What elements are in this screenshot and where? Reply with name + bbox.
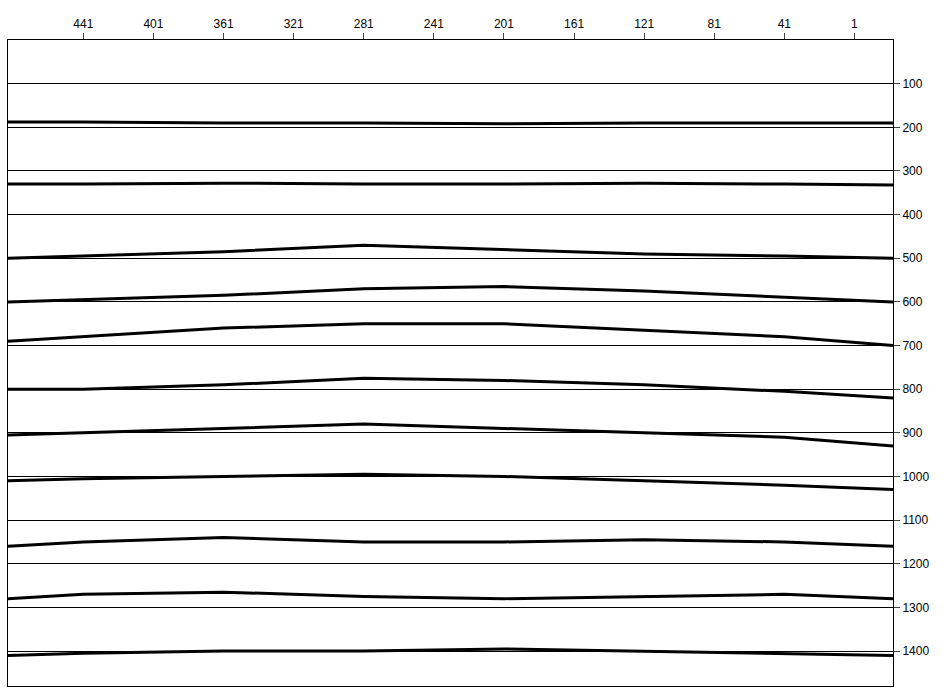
svg-text:1400: 1400 — [902, 644, 929, 658]
svg-text:361: 361 — [214, 17, 234, 31]
svg-text:1200: 1200 — [902, 557, 929, 571]
svg-text:441: 441 — [73, 17, 93, 31]
svg-text:281: 281 — [354, 17, 374, 31]
svg-text:401: 401 — [143, 17, 163, 31]
svg-text:400: 400 — [902, 208, 922, 222]
svg-text:1000: 1000 — [902, 470, 929, 484]
svg-text:200: 200 — [902, 121, 922, 135]
svg-text:161: 161 — [564, 17, 584, 31]
svg-text:500: 500 — [902, 251, 922, 265]
svg-text:700: 700 — [902, 339, 922, 353]
svg-text:300: 300 — [902, 164, 922, 178]
svg-text:81: 81 — [708, 17, 722, 31]
svg-text:1: 1 — [851, 17, 858, 31]
svg-text:1100: 1100 — [902, 513, 928, 527]
svg-text:800: 800 — [902, 382, 922, 396]
svg-text:100: 100 — [902, 77, 922, 91]
svg-text:321: 321 — [284, 17, 304, 31]
svg-text:121: 121 — [634, 17, 654, 31]
svg-text:201: 201 — [494, 17, 514, 31]
svg-text:900: 900 — [902, 426, 922, 440]
svg-text:241: 241 — [424, 17, 444, 31]
svg-text:41: 41 — [778, 17, 792, 31]
svg-text:1300: 1300 — [902, 601, 929, 615]
svg-text:600: 600 — [902, 295, 922, 309]
